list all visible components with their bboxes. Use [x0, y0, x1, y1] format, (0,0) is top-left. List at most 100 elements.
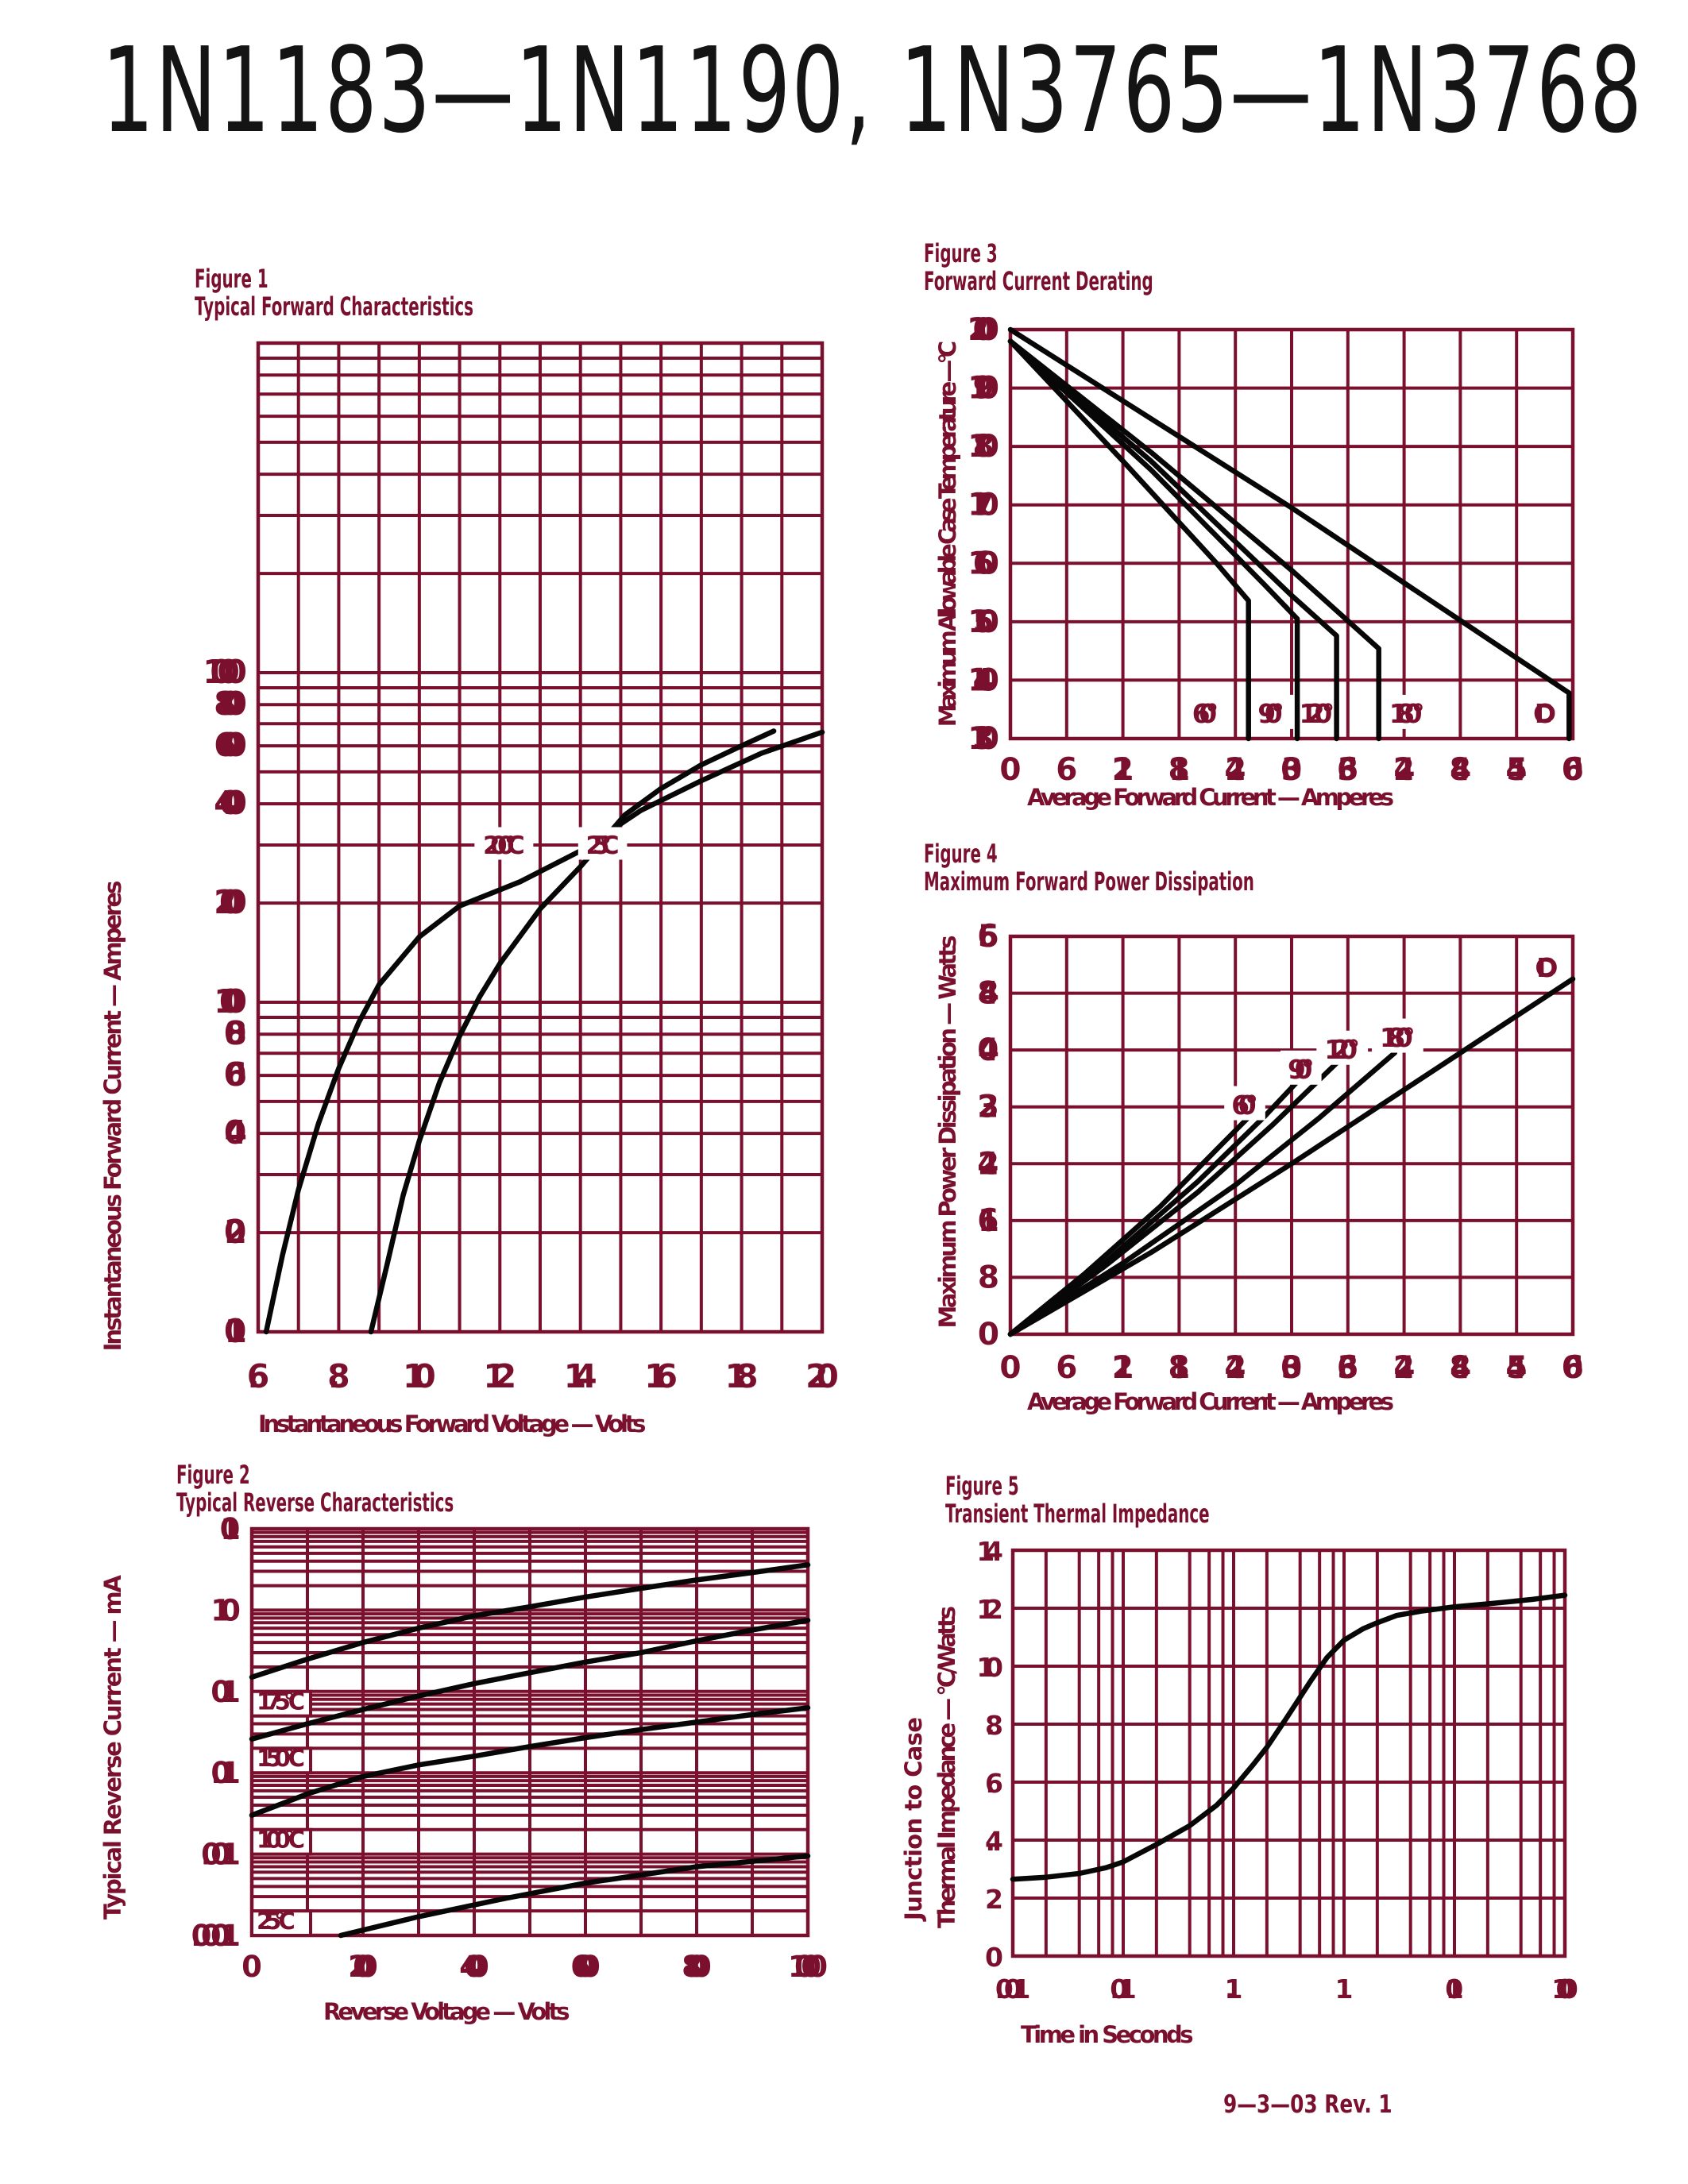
fig5-xtick-.001: .001: [995, 1974, 1031, 2005]
fig5-ytick-.6: .6: [985, 1768, 1003, 1799]
fig3-xtick-36: 36: [1337, 752, 1359, 788]
fig3-xtick-24: 24: [1224, 752, 1246, 788]
fig2-ytick-1.0: 1.0: [211, 1593, 241, 1627]
figure4-subtitle: Maximum Forward Power Dissipation: [924, 866, 1254, 897]
fig3-xtick-30: 30: [1280, 752, 1303, 788]
fig1-xtick-1.4: 1.4: [564, 1357, 597, 1395]
fig4-ytick-32: 32: [977, 1090, 999, 1125]
figure5-title-block: Figure 5 Transient Thermal Impedance: [945, 1472, 1210, 1528]
fig5-ytick-0: 0: [985, 1942, 1003, 1973]
fig1-xtick-2.0: 2.0: [805, 1357, 839, 1395]
fig3-label-120deg: 120°: [1299, 698, 1335, 729]
fig5-ytick-1.4: 1.4: [976, 1536, 1003, 1567]
fig3-label-90deg: 90°: [1257, 698, 1284, 729]
fig2-label-box-175C: [250, 1689, 312, 1718]
fig4-xtick-60: 60: [1562, 1350, 1584, 1386]
fig4-xtick-6: 6: [1056, 1350, 1077, 1386]
fig3-label-DC: DC: [1533, 698, 1556, 729]
fig2-ytick-0.1: 0.1: [211, 1675, 241, 1709]
fig5-xtick-.01: .01: [1110, 1974, 1137, 2005]
fig2-label-box-25C: [250, 1909, 312, 1938]
fig2-label-25C: 25°C: [257, 1908, 295, 1935]
fig2-x-axis-title: Reverse Voltage — Volts: [323, 1998, 570, 2025]
figure1-subtitle: Typical Forward Characteristics: [195, 291, 473, 322]
fig1-curve-labels: 200°C 25°C: [474, 827, 628, 860]
fig3-xtick-60: 60: [1562, 752, 1584, 788]
fig4-label-DC: DC: [1535, 952, 1558, 983]
figure1-title-block: Figure 1 Typical Forward Characteristics: [195, 265, 473, 321]
fig1-ytick-40: 40: [224, 1113, 247, 1152]
fig3-curve-180deg: [1007, 338, 1381, 742]
fig4-xtick-30: 30: [1280, 1350, 1303, 1386]
fig4-curve-120deg: [1007, 1059, 1341, 1337]
fig4-xtick-12: 12: [1112, 1350, 1134, 1386]
fig5-xtick-.1: .1: [1225, 1974, 1243, 2005]
fig5-y-axis-title-2: Thermal Impedance — °C/Watts: [933, 1606, 960, 1928]
fig1-ytick-1000: 1000: [203, 653, 247, 691]
fig2-label-150C: 150°C: [257, 1745, 305, 1772]
fig5-xtick-10: 10: [1445, 1974, 1463, 2005]
fig4-curve-60deg: [1007, 1113, 1253, 1337]
fig4-y-axis-title-1: Maximum Power Dissipation — Watts: [934, 936, 961, 1329]
figure1-label: Figure 1: [195, 264, 268, 294]
fig1-ytick-60: 60: [224, 1055, 247, 1094]
fig4-curve-DC: [1007, 976, 1576, 1337]
revision-footer: 9—3—03 Rev. 1: [1223, 2090, 1393, 2119]
fig4-curve-labels: 60° 90° 120° 180° DC: [1224, 948, 1562, 1121]
fig5-grid: [1010, 1548, 1567, 1958]
fig4-xtick-48: 48: [1450, 1350, 1472, 1386]
fig3-xtick-54: 54: [1505, 752, 1528, 788]
fig1-ytick-80: 80: [224, 1014, 247, 1052]
fig3-label-60deg: 60°: [1192, 698, 1219, 729]
fig3-curve-labels: 60° 90° 120° 180° DC: [1184, 694, 1560, 729]
fig2-curve-25C: [338, 1853, 811, 1939]
fig5-xtick-100: 100: [1551, 1974, 1578, 2005]
figure2-subtitle: Typical Reverse Characteristics: [176, 1488, 454, 1518]
figure3-title-block: Figure 3 Forward Current Derating: [924, 240, 1153, 295]
fig2-label-box-100C: [250, 1827, 312, 1856]
fig4-ytick-48: 48: [977, 976, 999, 1012]
fig1-ytick-100: 100: [214, 982, 247, 1021]
fig4-curve-180deg: [1007, 1050, 1398, 1337]
fig1-xtick-1.2: 1.2: [483, 1357, 516, 1395]
fig2-curves: [249, 1562, 811, 1939]
fig4-xtick-0: 0: [999, 1350, 1021, 1386]
fig3-ytick-180: 180: [968, 429, 999, 465]
fig5-ytick-.8: .8: [985, 1710, 1003, 1741]
fig2-label-box-150C: [250, 1746, 312, 1775]
fig2-ytick-10: 10: [220, 1512, 241, 1546]
fig5-ticks: 1.4 1.2 1.0 .8 .6 .4 .2 0.001 .01 .1 1 10 100: [976, 1536, 1578, 2005]
fig5-ytick-.4: .4: [985, 1826, 1003, 1857]
fig4-label-60deg: 60°: [1231, 1090, 1258, 1121]
fig1-label-25C: 25°C: [586, 832, 620, 860]
fig3-xtick-18: 18: [1168, 752, 1191, 788]
fig3-grid: [1008, 327, 1575, 741]
fig4-ytick-16: 16: [977, 1203, 999, 1239]
fig3-curve-DC: [1007, 326, 1572, 742]
fig1-ytick-20: 20: [224, 1213, 247, 1251]
fig4-ytick-56: 56: [977, 919, 999, 955]
fig3-curves: [1007, 326, 1572, 742]
figure3-label: Figure 3: [924, 238, 998, 268]
fig5-ytick-1.2: 1.2: [976, 1594, 1003, 1625]
fig1-ytick-10: 10: [224, 1312, 247, 1350]
fig3-ytick-140: 140: [968, 662, 999, 698]
fig2-ytick-.001: .001: [201, 1838, 241, 1872]
fig1-xtick-1.6: 1.6: [644, 1357, 678, 1395]
fig3-ytick-150: 150: [968, 604, 999, 640]
fig1-y-axis-title-1: Instantaneous Forward Current — Amperes: [99, 881, 126, 1352]
fig1-ytick-800: 800: [214, 685, 247, 723]
figure2-title-block: Figure 2 Typical Reverse Characteristics: [176, 1461, 454, 1517]
fig3-ytick-200: 200: [968, 312, 999, 348]
fig4-ytick-24: 24: [977, 1146, 999, 1182]
figure3-subtitle: Forward Current Derating: [924, 266, 1153, 296]
fig5: 1.4 1.2 1.0 .8 .6 .4 .2 0.001 .01 .1 1 10 100 Time in…: [900, 1536, 1578, 2048]
fig1-curve-25C: [368, 728, 777, 1335]
